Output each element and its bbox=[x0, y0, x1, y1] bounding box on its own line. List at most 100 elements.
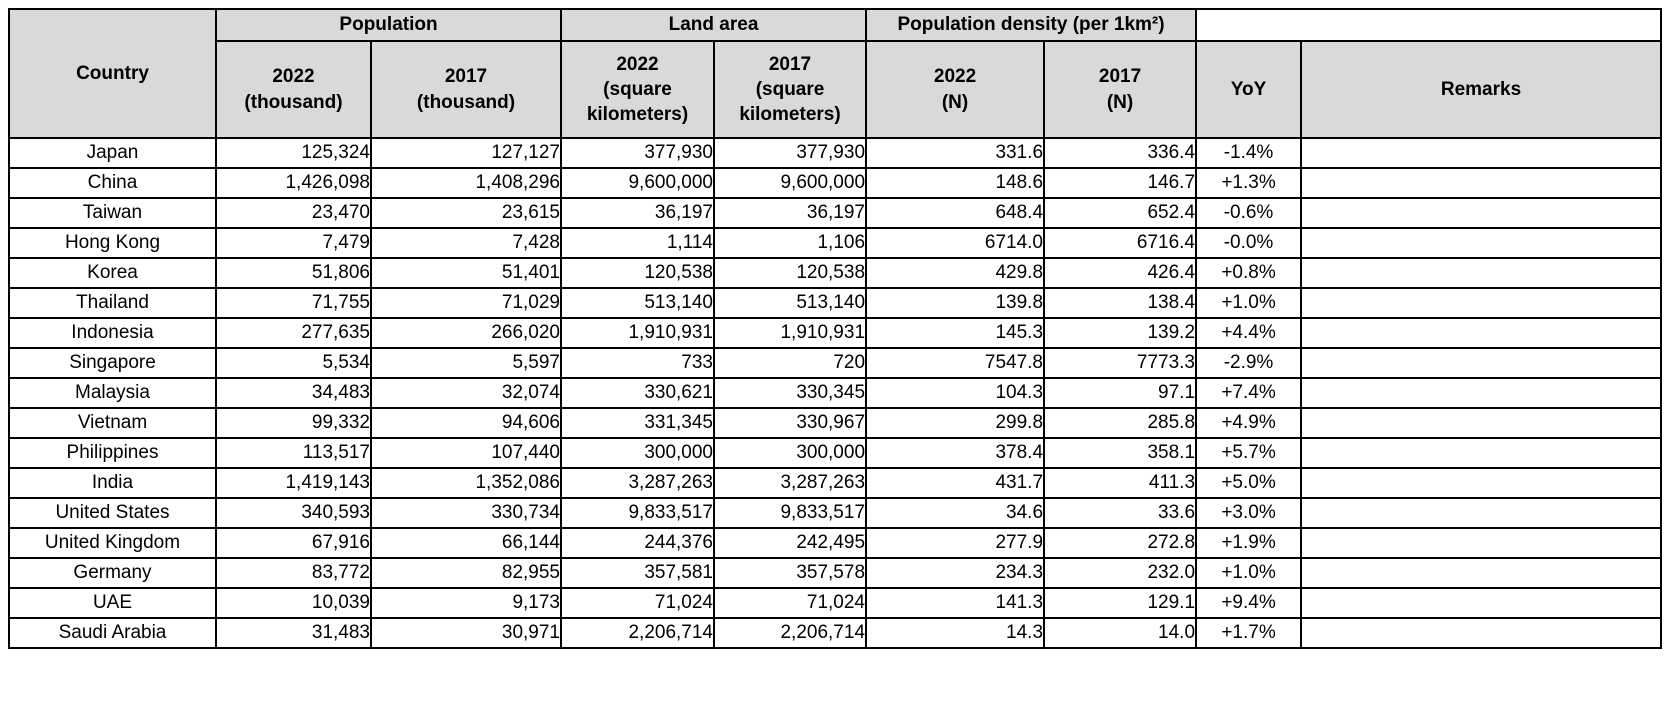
density-2017-cell: 7773.3 bbox=[1043, 347, 1198, 379]
density-2017-cell: 139.2 bbox=[1043, 317, 1198, 349]
header-population-2017: 2017 (thousand) bbox=[370, 40, 562, 139]
remarks-cell bbox=[1300, 617, 1663, 649]
land-area-2022-cell: 330,621 bbox=[560, 377, 715, 409]
land-area-2022-cell: 1,114 bbox=[560, 227, 715, 259]
density-2017-cell: 14.0 bbox=[1043, 617, 1198, 649]
population-2022-cell: 113,517 bbox=[215, 437, 372, 469]
density-2017-cell: 426.4 bbox=[1043, 257, 1198, 289]
land-area-2022-cell: 357,581 bbox=[560, 557, 715, 589]
population-2017-cell: 23,615 bbox=[370, 197, 562, 229]
yoy-cell: +5.0% bbox=[1195, 467, 1303, 499]
density-2022-cell: 378.4 bbox=[865, 437, 1046, 469]
density-2017-cell: 138.4 bbox=[1043, 287, 1198, 319]
population-2022-cell: 99,332 bbox=[215, 407, 372, 439]
header-yoy: YoY bbox=[1195, 40, 1303, 139]
land-area-2022-cell: 120,538 bbox=[560, 257, 715, 289]
yoy-cell: +1.7% bbox=[1195, 617, 1303, 649]
land-area-2022-cell: 36,197 bbox=[560, 197, 715, 229]
population-2017-cell: 5,597 bbox=[370, 347, 562, 379]
population-2022-cell: 5,534 bbox=[215, 347, 372, 379]
population-2017-cell: 32,074 bbox=[370, 377, 562, 409]
remarks-cell bbox=[1300, 467, 1663, 499]
remarks-cell bbox=[1300, 497, 1663, 529]
land-area-2022-cell: 733 bbox=[560, 347, 715, 379]
land-area-2022-cell: 331,345 bbox=[560, 407, 715, 439]
remarks-cell bbox=[1300, 257, 1663, 289]
land-area-2017-cell: 9,833,517 bbox=[712, 497, 868, 529]
remarks-cell bbox=[1300, 407, 1663, 439]
land-area-2017-cell: 513,140 bbox=[712, 287, 868, 319]
land-area-2022-cell: 71,024 bbox=[560, 587, 715, 619]
land-area-2022-cell: 244,376 bbox=[560, 527, 715, 559]
remarks-cell bbox=[1300, 167, 1663, 199]
land-area-2022-cell: 513,140 bbox=[560, 287, 715, 319]
land-area-2022-cell: 3,287,263 bbox=[560, 467, 715, 499]
country-cell: Japan bbox=[8, 137, 217, 169]
country-cell: Hong Kong bbox=[8, 227, 217, 259]
population-2022-cell: 51,806 bbox=[215, 257, 372, 289]
population-2022-cell: 1,426,098 bbox=[215, 167, 372, 199]
remarks-cell bbox=[1300, 557, 1663, 589]
header-group-population: Population bbox=[215, 8, 562, 42]
yoy-cell: +1.9% bbox=[1195, 527, 1303, 559]
land-area-2017-cell: 242,495 bbox=[712, 527, 868, 559]
remarks-cell bbox=[1300, 377, 1663, 409]
population-2017-cell: 82,955 bbox=[370, 557, 562, 589]
population-2022-cell: 1,419,143 bbox=[215, 467, 372, 499]
yoy-cell: +1.0% bbox=[1195, 287, 1303, 319]
table-row: China 1,426,098 1,408,296 9,600,000 9,60… bbox=[8, 167, 1663, 199]
population-2022-cell: 31,483 bbox=[215, 617, 372, 649]
country-cell: United Kingdom bbox=[8, 527, 217, 559]
yoy-cell: +4.9% bbox=[1195, 407, 1303, 439]
population-land-density-table: Country Population Land area Population … bbox=[8, 8, 1663, 649]
density-2022-cell: 431.7 bbox=[865, 467, 1046, 499]
density-2017-cell: 129.1 bbox=[1043, 587, 1198, 619]
density-2017-cell: 6716.4 bbox=[1043, 227, 1198, 259]
country-cell: Indonesia bbox=[8, 317, 217, 349]
yoy-cell: +7.4% bbox=[1195, 377, 1303, 409]
land-area-2022-cell: 9,600,000 bbox=[560, 167, 715, 199]
table-row: Japan 125,324 127,127 377,930 377,930 33… bbox=[8, 137, 1663, 169]
country-cell: Saudi Arabia bbox=[8, 617, 217, 649]
population-2022-cell: 67,916 bbox=[215, 527, 372, 559]
header-density-2017: 2017 (N) bbox=[1043, 40, 1198, 139]
population-2017-cell: 71,029 bbox=[370, 287, 562, 319]
country-cell: Vietnam bbox=[8, 407, 217, 439]
table-row: Malaysia 34,483 32,074 330,621 330,345 1… bbox=[8, 377, 1663, 409]
population-2017-cell: 94,606 bbox=[370, 407, 562, 439]
density-2022-cell: 7547.8 bbox=[865, 347, 1046, 379]
density-2017-cell: 358.1 bbox=[1043, 437, 1198, 469]
yoy-cell: -0.0% bbox=[1195, 227, 1303, 259]
header-group-row: Country Population Land area Population … bbox=[8, 8, 1663, 139]
country-cell: Taiwan bbox=[8, 197, 217, 229]
land-area-2017-cell: 330,967 bbox=[712, 407, 868, 439]
remarks-cell bbox=[1300, 527, 1663, 559]
population-2017-cell: 66,144 bbox=[370, 527, 562, 559]
density-2017-cell: 411.3 bbox=[1043, 467, 1198, 499]
table-row: Indonesia 277,635 266,020 1,910,931 1,91… bbox=[8, 317, 1663, 349]
land-area-2017-cell: 1,106 bbox=[712, 227, 868, 259]
header-land-area-2017: 2017 (square kilometers) bbox=[712, 40, 868, 139]
land-area-2017-cell: 357,578 bbox=[712, 557, 868, 589]
yoy-cell: +1.3% bbox=[1195, 167, 1303, 199]
population-2017-cell: 1,408,296 bbox=[370, 167, 562, 199]
density-2022-cell: 299.8 bbox=[865, 407, 1046, 439]
population-2022-cell: 34,483 bbox=[215, 377, 372, 409]
table-row: Germany 83,772 82,955 357,581 357,578 23… bbox=[8, 557, 1663, 589]
yoy-cell: +1.0% bbox=[1195, 557, 1303, 589]
land-area-2017-cell: 9,600,000 bbox=[712, 167, 868, 199]
header-population-2022: 2022 (thousand) bbox=[215, 40, 372, 139]
land-area-2017-cell: 2,206,714 bbox=[712, 617, 868, 649]
header-land-area-2022: 2022 (square kilometers) bbox=[560, 40, 715, 139]
country-cell: Philippines bbox=[8, 437, 217, 469]
table-row: UAE 10,039 9,173 71,024 71,024 141.3 129… bbox=[8, 587, 1663, 619]
density-2017-cell: 336.4 bbox=[1043, 137, 1198, 169]
table-row: Singapore 5,534 5,597 733 720 7547.8 777… bbox=[8, 347, 1663, 379]
land-area-2017-cell: 330,345 bbox=[712, 377, 868, 409]
table-row: Philippines 113,517 107,440 300,000 300,… bbox=[8, 437, 1663, 469]
table-row: Saudi Arabia 31,483 30,971 2,206,714 2,2… bbox=[8, 617, 1663, 649]
table-row: India 1,419,143 1,352,086 3,287,263 3,28… bbox=[8, 467, 1663, 499]
remarks-cell bbox=[1300, 437, 1663, 469]
land-area-2017-cell: 3,287,263 bbox=[712, 467, 868, 499]
header-group-land-area: Land area bbox=[559, 8, 868, 42]
